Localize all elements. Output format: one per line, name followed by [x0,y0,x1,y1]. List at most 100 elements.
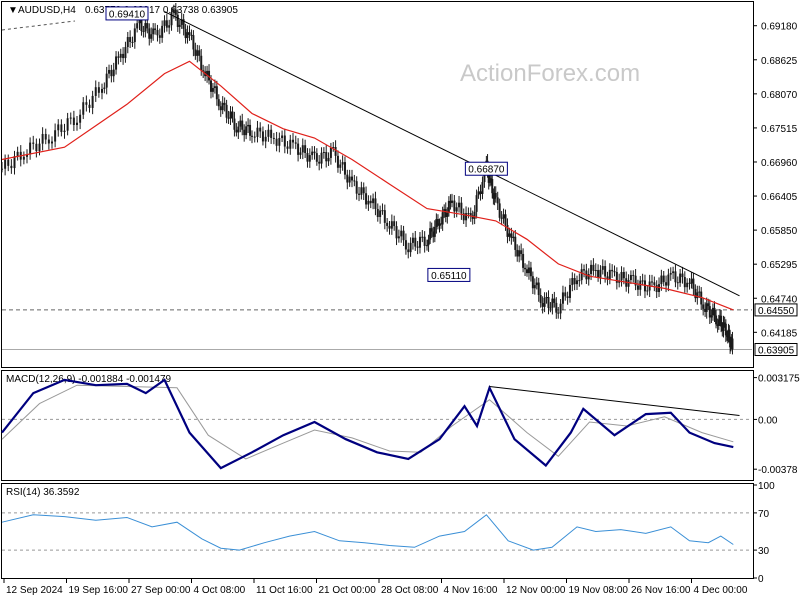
candle-body [142,31,145,33]
candle-body [136,23,139,29]
candle-body [91,95,94,108]
candle-body [339,164,342,168]
candle-body [535,282,538,286]
candle-body [322,152,325,154]
candle-body [386,222,389,226]
candle-body [292,139,295,143]
candle-body [299,152,302,155]
candle-body [407,249,410,253]
candle-body [388,225,391,229]
candle-body [101,88,103,93]
price-trendline [164,11,740,297]
candle-body [54,130,57,142]
candle-body [547,297,550,308]
candle-body [604,266,607,277]
rsi-ytick-label: 30 [758,546,770,557]
candle-body [176,14,179,27]
candle-body [508,233,511,237]
candle-body [108,69,111,74]
candle-body [433,226,436,237]
level-price-label-box [754,303,798,317]
candle-body [541,303,544,307]
candle-body [367,200,370,205]
candle-body [713,307,716,316]
candle-body [653,282,656,285]
candle-body [629,274,632,281]
candle-body [281,135,284,139]
rsi-ytick-label: 100 [758,481,775,492]
candle-body [704,308,707,312]
candle-body [275,138,278,146]
candle-body [493,193,496,199]
candle-body [451,200,453,203]
candle-body [710,315,713,318]
candle-body [253,136,256,138]
candle-body [119,53,122,58]
price-ytick-label: 0.67515 [761,124,798,135]
candle-body [184,28,187,39]
candle-body [692,278,695,289]
candle-body [533,285,536,289]
candle-body [38,143,41,152]
candle-body [430,228,433,232]
price-ytick-label: 0.65295 [761,260,798,271]
candle-body [334,147,337,156]
candle-body [606,276,609,280]
candle-body [397,236,400,239]
candle-body [7,159,10,166]
candle-body [411,237,414,243]
candle-body [488,178,491,183]
candle-body [662,275,665,283]
candle-body [421,236,424,238]
candle-body [332,147,335,149]
candle-body [172,9,175,13]
candle-body [129,37,132,42]
candle-body [729,342,732,348]
candle-body [259,127,262,132]
annotation-box [464,161,508,176]
macd-title: MACD(12,26,9) -0.001884 -0.001479 [6,374,172,385]
candle-body [395,226,398,239]
candle-body [245,126,248,136]
candle-body [235,129,238,133]
candle-body [708,306,711,318]
candle-body [627,280,630,287]
xtick-label: 4 Dec 00:00 [694,585,748,596]
candle-body [529,267,532,277]
candle-body [188,32,191,35]
candle-body [348,176,351,183]
candle-body [504,214,507,226]
candle-body [477,191,480,196]
candle-body [325,152,328,162]
candle-body [660,275,663,285]
candle-body [202,70,205,72]
candle-body [85,102,88,105]
candle-body [453,200,456,212]
candle-body [728,329,731,337]
candle-body [402,230,405,241]
candle-body [543,297,546,307]
macd-signal-line [1,384,734,460]
candle-body [423,236,426,246]
candle-body [140,19,143,32]
annotation-box [105,6,149,21]
candle-body [526,269,528,274]
candle-body [561,292,564,304]
candle-body [460,202,463,214]
candle-body [161,25,164,38]
candle-body [679,273,682,283]
candle-body [133,28,136,43]
price-plot: 0.69410 0.66870 0.65110 [1,3,752,355]
candle-body [13,156,16,169]
candle-body [63,130,66,133]
candle-body [198,50,201,56]
candle-body [711,307,714,316]
candle-body [196,50,199,56]
candle-body [527,267,530,274]
xtick-label: 12 Nov 00:00 [506,585,566,596]
candle-body [539,295,542,304]
candle-body [165,20,168,28]
candle-body [429,228,432,240]
menu-triangle-icon[interactable]: ▼ [8,5,18,16]
